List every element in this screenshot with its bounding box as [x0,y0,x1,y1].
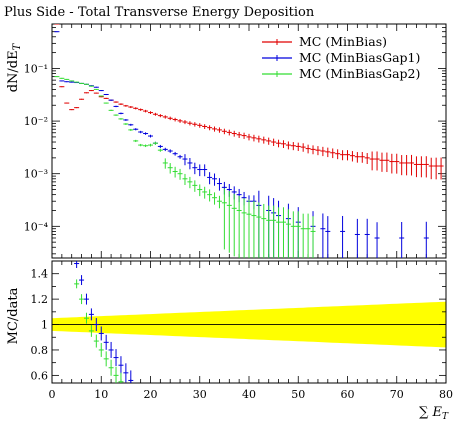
ratio-frame [51,260,447,384]
legend-item: MC (MinBias) [262,34,387,49]
ratio-y-tick-label: 1 [41,319,48,332]
ratio-y-tick-label: 0.8 [31,344,49,357]
x-axis-label: ∑ ET [419,405,449,422]
ratio-y-tick-label: 0.6 [31,369,49,382]
main-series-group [54,24,444,258]
ratio-panel: 0 10 20 30 40 50 60 70 80 0.6 0.8 1 1.2 1.4 [31,260,453,401]
ratio-y-axis-label: MC/data [6,287,21,344]
legend-label: MC (MinBiasGap2) [299,66,420,81]
main-y-axis-label: dN/dET [6,42,23,92]
legend-item: MC (MinBiasGap1) [262,50,420,65]
x-tick-label: 50 [291,388,305,401]
legend-label: MC (MinBiasGap1) [299,50,420,65]
x-tick-label: 0 [49,388,56,401]
y-tick-label: 10⁻³ [24,168,48,181]
y-tick-label: 10⁻¹ [24,62,48,75]
x-tick-label: 20 [144,388,158,401]
series-mc-minbiasgap2- [54,76,316,258]
main-panel: 10⁻⁴ 10⁻³ 10⁻² 10⁻¹ [24,23,447,383]
series-mc-minbias- [54,24,444,180]
legend: MC (MinBias)MC (MinBiasGap1)MC (MinBiasG… [262,34,420,81]
chart-title: Plus Side - Total Transverse Energy Depo… [4,5,315,20]
x-tick-label: 40 [242,388,256,401]
legend-item: MC (MinBiasGap2) [262,66,420,81]
x-tick-label: 60 [341,388,355,401]
legend-label: MC (MinBias) [299,34,387,49]
ratio-series-mc-minbiasgap1- [74,261,134,383]
y-tick-label: 10⁻² [24,115,48,128]
x-tick-label: 80 [439,388,453,401]
ratio-y-tick-label: 1.2 [31,293,49,306]
x-tick-label: 30 [193,388,207,401]
ratio-y-tick-label: 1.4 [31,268,49,281]
x-tick-label: 10 [94,388,108,401]
ratio-series-group [74,261,134,383]
ratio-series-mc-minbiasgap2- [74,279,124,383]
x-tick-label: 70 [390,388,404,401]
y-tick-label: 10⁻⁴ [24,220,49,233]
